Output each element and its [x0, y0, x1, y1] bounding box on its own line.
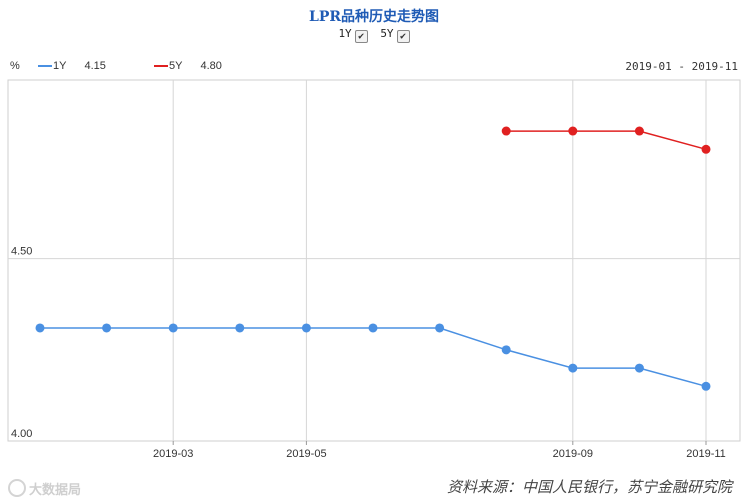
legend-item-5y[interactable]: 5Y 4.80 — [154, 60, 222, 72]
data-point-1y — [634, 363, 644, 373]
x-tick-label: 2019-11 — [686, 448, 726, 460]
checkbox-1y-icon[interactable]: ✔ — [354, 30, 368, 43]
x-tick-label: 2019-05 — [286, 448, 326, 460]
data-point-1y — [568, 363, 578, 373]
data-point-1y — [235, 323, 245, 333]
series-line-5y — [506, 130, 707, 151]
y-tick-label: 4.00 — [11, 428, 32, 440]
data-point-1y — [501, 345, 511, 355]
x-tick-label: 2019-03 — [153, 448, 193, 460]
series-toggles: 1Y ✔ 5Y ✔ — [0, 27, 748, 43]
toggle-5y-label: 5Y — [380, 27, 394, 40]
data-point-5y — [501, 126, 511, 136]
legend-name-1y: 1Y — [53, 60, 67, 72]
data-point-5y — [634, 126, 644, 136]
y-tick-label: 4.50 — [11, 246, 32, 258]
watermark-text: 大数据局 — [29, 482, 82, 497]
legend-item-1y[interactable]: 1Y 4.15 — [38, 60, 106, 72]
data-point-1y — [168, 323, 178, 333]
legend-name-5y: 5Y — [169, 60, 183, 72]
x-tick-label: 2019-09 — [553, 448, 593, 460]
series-line-1y — [40, 327, 707, 388]
checkbox-5y-icon[interactable]: ✔ — [396, 30, 410, 43]
source-note: 资料来源：中国人民银行，苏宁金融研究院 — [446, 478, 732, 496]
toggle-1y[interactable]: 1Y ✔ — [338, 27, 368, 43]
data-point-1y — [35, 323, 45, 333]
series-1y — [35, 323, 711, 391]
data-point-1y — [102, 323, 112, 333]
data-point-5y — [568, 126, 578, 136]
series-5y — [501, 126, 711, 154]
legend-value-1y: 4.15 — [84, 60, 106, 72]
watermark-logo-icon — [8, 479, 26, 497]
plot-frame — [7, 79, 741, 442]
data-point-1y — [301, 323, 311, 333]
legend-line-5y — [154, 65, 168, 67]
toggle-1y-label: 1Y — [338, 27, 352, 40]
data-point-5y — [701, 144, 711, 154]
watermark: 大数据局 — [8, 479, 81, 498]
legend-line-1y — [38, 65, 52, 67]
data-point-1y — [435, 323, 445, 333]
date-range: 2019-01 - 2019-11 — [625, 60, 738, 73]
chart-title: LPR品种历史走势图 — [308, 9, 439, 25]
toggle-5y[interactable]: 5Y ✔ — [380, 27, 410, 43]
legend-row: % 1Y 4.15 5Y 4.80 2019-01 - 2019-11 — [0, 60, 748, 76]
data-point-1y — [701, 381, 711, 391]
legend-value-5y: 4.80 — [200, 60, 222, 72]
data-point-1y — [368, 323, 378, 333]
unit-label: % — [10, 60, 20, 72]
